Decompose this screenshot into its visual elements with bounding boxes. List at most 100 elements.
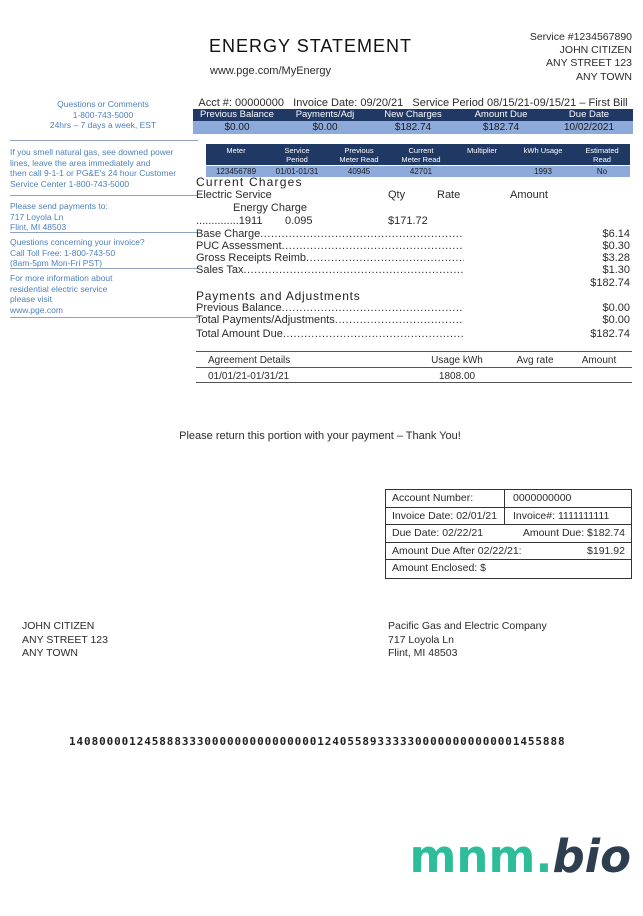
sidebar-line: Please send payments to: — [10, 201, 108, 211]
page-title: ENERGY STATEMENT — [209, 36, 413, 56]
agreement-details-table: Agreement Details Usage kWh Avg rate Amo… — [196, 351, 632, 383]
stub-row-due-date: Due Date: 02/22/21 Amount Due: $182.74 — [386, 525, 631, 543]
agreement-header-cell: Agreement Details — [208, 355, 291, 366]
payment-label: Total Payments/Adjustments — [196, 314, 335, 326]
sidebar-block-gas-warning: If you smell natural gas, see downed pow… — [10, 147, 196, 189]
charge-row: Base Charge.............................… — [196, 228, 630, 241]
agreement-data-row: 01/01/21-01/31/21 1808.00 — [196, 368, 632, 383]
charge-amount: $1.30 — [602, 264, 630, 276]
charge-label: PUC Assessment — [196, 240, 282, 252]
total-amount-due-row: Total Amount Due........................… — [196, 328, 630, 341]
summary-header-cell: Previous Balance — [200, 109, 274, 120]
stub-due-date: Due Date: 02/22/21 — [392, 527, 484, 539]
sidebar-line: Call Toll Free: 1-800-743-50 — [10, 247, 116, 258]
meter-header-cell: Previous Meter Read — [339, 146, 379, 164]
meter-value-cell: 42701 — [409, 167, 433, 176]
website-link: www.pge.com/MyEnergy — [210, 65, 332, 77]
stub-invoice-date: Invoice Date: 02/01/21 — [386, 507, 505, 524]
payment-amount: $0.00 — [602, 302, 630, 314]
sidebar-line: (8am-5pm Mon-Fri PST) — [10, 258, 103, 268]
qty-column-label: Qty — [388, 189, 406, 201]
sidebar-divider — [10, 195, 198, 196]
stub-invoice-number: Invoice#: 1111111111 — [513, 509, 610, 522]
leader-dots: ........................................… — [306, 252, 464, 264]
rate-column-label: Rate — [437, 189, 461, 201]
micr-code-line: 1408000012458883330000000000000001240558… — [69, 735, 566, 748]
payment-row: Total Payments/Adjustments..............… — [196, 314, 630, 327]
summary-value-cell: 10/02/2021 — [563, 122, 615, 133]
electric-service-label: Electric Service — [196, 189, 272, 201]
payment-row: Previous Balance........................… — [196, 302, 630, 315]
energy-amount-value: $171.72 — [388, 215, 428, 227]
logo-mnm-text: mnm. — [409, 830, 553, 883]
sidebar-phone: 1-800-743-5000 — [72, 109, 134, 120]
sidebar-line: Questions or Comments — [57, 99, 149, 109]
sidebar-divider — [10, 268, 198, 269]
meter-value-cell — [452, 166, 512, 177]
sidebar-website: www.pge.com — [10, 304, 63, 315]
amount-column-label: Amount — [510, 189, 548, 201]
customer-street: ANY STREET 123 — [546, 57, 632, 70]
recipient-town: ANY TOWN — [22, 647, 79, 659]
leader-dots: ........................................… — [281, 302, 464, 314]
logo-bio-text: bio — [552, 830, 631, 883]
sidebar-line: If you smell natural gas, see downed pow… — [10, 147, 174, 157]
sidebar-line: Service Center 1-800-743-5000 — [10, 178, 130, 189]
leader-dots: ........................................… — [260, 228, 464, 240]
stub-account-label: Account Number: — [386, 490, 505, 507]
sidebar-divider — [10, 232, 198, 233]
stub-account-value: 0000000000 — [513, 492, 572, 504]
meter-table: Meter Service Period Previous Meter Read… — [206, 144, 630, 177]
meter-header-cell: Service Period — [284, 146, 310, 164]
current-charges-heading: Current Charges — [196, 175, 303, 189]
sidebar-divider — [10, 317, 198, 318]
meter-value-cell: 01/01-01/31 — [275, 167, 319, 176]
stub-row-account-number: Account Number: 0000000000 — [386, 490, 631, 508]
agreement-header-cell: Amount — [581, 355, 617, 366]
service-address-block: Service #1234567890 JOHN CITIZEN ANY STR… — [530, 31, 632, 84]
company-name: Pacific Gas and Electric Company — [388, 620, 547, 632]
charge-label: Gross Receipts Reimb — [196, 252, 307, 264]
sidebar-line: please visit — [10, 294, 53, 304]
summary-value-cell: $182.74 — [394, 122, 432, 133]
return-portion-notice: Please return this portion with your pay… — [179, 430, 461, 442]
payment-amount: $0.00 — [602, 314, 630, 326]
meter-header-cell: kWh Usage — [523, 146, 563, 155]
agreement-header-row: Agreement Details Usage kWh Avg rate Amo… — [196, 352, 632, 368]
charge-row: Sales Tax...............................… — [196, 264, 630, 277]
customer-town: ANY TOWN — [575, 70, 632, 83]
payments-adjustments-heading: Payments and Adjustments — [196, 289, 361, 303]
charge-amount: $3.28 — [602, 252, 630, 264]
sidebar-divider — [10, 140, 198, 141]
sidebar-line: residential electric service — [10, 283, 108, 294]
sidebar-block-invoice-questions: Questions concerning your invoice? Call … — [10, 237, 196, 269]
leader-dots: ........................................… — [334, 314, 464, 326]
sidebar-block-payments-address: Please send payments to: 717 Loyola Ln F… — [10, 201, 196, 233]
payment-stub-box: Account Number: 0000000000 Invoice Date:… — [385, 489, 632, 579]
charge-amount: $0.30 — [602, 240, 630, 252]
charge-row: PUC Assessment .........................… — [196, 240, 630, 253]
recipient-street: ANY STREET 123 — [22, 633, 108, 646]
sidebar-line: 24hrs – 7 days a week, EST — [49, 120, 157, 130]
leader-dots: ........................................… — [282, 328, 464, 340]
stub-row-amount-enclosed: Amount Enclosed: $ — [386, 560, 631, 578]
company-city: Flint, MI 48503 — [388, 647, 458, 659]
agreement-header-cell: Usage kWh — [431, 355, 483, 366]
meter-value-cell: 123456789 — [215, 167, 257, 176]
sidebar-block-contact: Questions or Comments 1-800-743-5000 24h… — [10, 99, 196, 131]
meter-value-cell: 1993 — [534, 167, 552, 176]
charge-label: Sales Tax — [196, 264, 244, 276]
stub-amount-due: Amount Due: $182.74 — [522, 527, 625, 539]
sidebar-line: lines, leave the area immediately and — [10, 157, 151, 168]
leader-dots: ........................................… — [281, 240, 464, 252]
summary-header-cell: Due Date — [568, 109, 610, 120]
leader-dots: .............. — [196, 215, 239, 227]
agreement-header-cell: Avg rate — [516, 355, 554, 366]
summary-header-cell: Amount Due — [474, 109, 528, 120]
sidebar-line: Flint, MI 48503 — [10, 222, 67, 232]
company-street: 717 Loyola Ln — [388, 633, 454, 646]
summary-value-row: $0.00 $0.00 $182.74 $182.74 10/02/2021 — [193, 121, 633, 134]
stub-row-invoice: Invoice Date: 02/01/21 Invoice#: 1111111… — [386, 507, 631, 525]
sidebar-block-more-info: For more information about residential e… — [10, 273, 196, 315]
